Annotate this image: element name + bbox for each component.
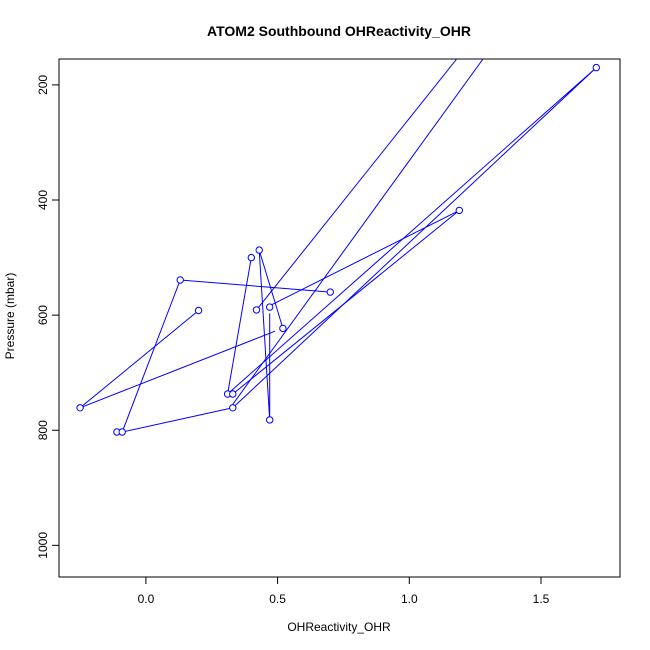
series-line-segment — [256, 59, 458, 311]
y-axis-label: Pressure (mbar) — [3, 273, 17, 360]
y-tick-label: 600 — [36, 305, 50, 325]
x-tick-label: 1.0 — [401, 592, 418, 606]
y-axis: 200 400 600 800 1000 — [36, 75, 59, 559]
series-line-segment — [232, 209, 460, 395]
data-point — [194, 306, 203, 315]
data-point — [255, 246, 263, 254]
x-tick-label: 1.5 — [533, 592, 550, 606]
data-point — [592, 63, 600, 72]
data-point — [247, 253, 256, 262]
data-point — [76, 404, 84, 412]
y-tick-label: 400 — [36, 190, 50, 210]
x-tick-label: 0.0 — [138, 592, 155, 606]
chart-title: ATOM2 Southbound OHReactivity_OHR — [207, 23, 471, 39]
data-point — [252, 306, 261, 314]
data-point — [279, 324, 287, 333]
data-point — [326, 288, 334, 296]
data-point — [266, 416, 274, 424]
data-point — [455, 206, 463, 215]
x-tick-label: 0.5 — [269, 592, 286, 606]
y-tick-label: 200 — [36, 75, 50, 95]
data-point — [229, 390, 237, 398]
series-line-segment — [226, 67, 597, 409]
series-line-segment — [232, 59, 484, 405]
y-tick-label: 1000 — [36, 532, 50, 559]
plot-area — [76, 59, 600, 436]
x-axis: 0.0 0.5 1.0 1.5 — [138, 577, 550, 606]
data-point — [118, 428, 126, 436]
data-point — [176, 276, 184, 284]
data-point — [229, 404, 237, 412]
series-lines — [79, 59, 597, 433]
y-tick-label: 800 — [36, 420, 50, 440]
series-line-segment — [79, 310, 276, 409]
series-line-segment — [122, 407, 233, 433]
series-line-segment — [116, 279, 331, 433]
x-axis-label: OHReactivity_OHR — [287, 620, 391, 634]
series-line-segment — [258, 249, 284, 420]
plot-frame — [58, 58, 621, 578]
data-point — [266, 303, 274, 311]
